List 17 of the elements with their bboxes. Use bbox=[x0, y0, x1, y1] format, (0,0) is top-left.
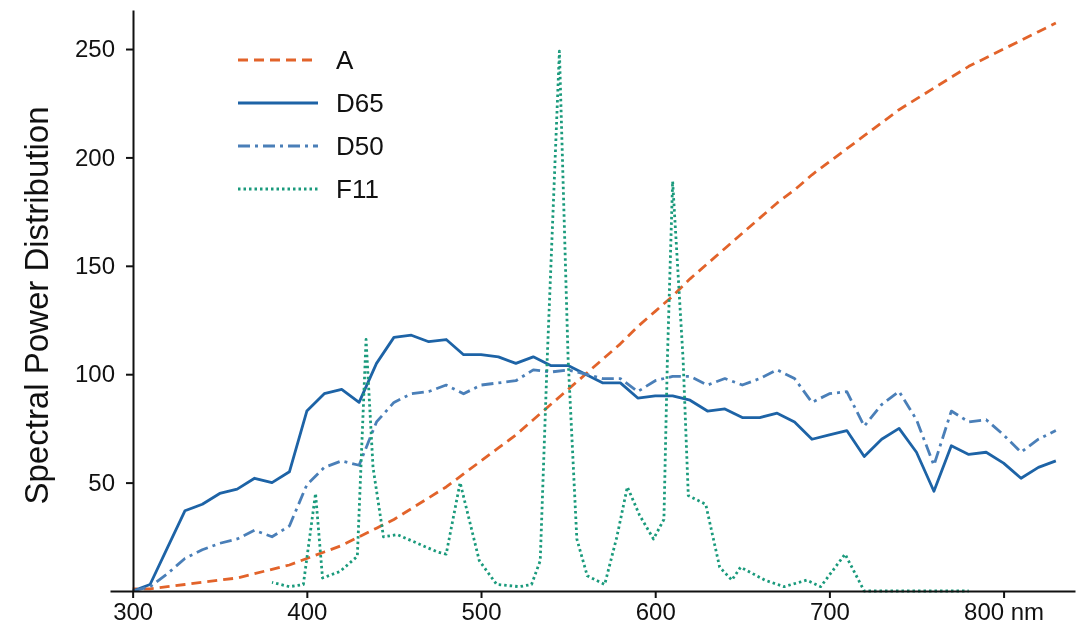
x-tick-label: 400 bbox=[287, 598, 328, 626]
line-series bbox=[270, 49, 971, 593]
y-axis-title: Spectral Power Distribution bbox=[18, 106, 55, 505]
x-tick-label: 300 bbox=[113, 598, 154, 626]
legend-label: F11 bbox=[336, 174, 379, 204]
x-tick-label: 700 bbox=[809, 598, 850, 626]
y-tick-label: 100 bbox=[74, 360, 115, 388]
x-tick-label: 600 bbox=[635, 598, 676, 626]
y-tick-label: 150 bbox=[74, 251, 115, 279]
y-tick-label: 200 bbox=[74, 143, 115, 171]
x-tick-label: 800 nm bbox=[964, 598, 1045, 626]
y-tick-label: 250 bbox=[74, 35, 115, 63]
legend-label: A bbox=[336, 45, 354, 75]
y-tick-label: 50 bbox=[88, 468, 115, 496]
legend-label: D50 bbox=[336, 131, 384, 161]
legend-label: D65 bbox=[336, 88, 384, 118]
x-tick-label: 500 bbox=[461, 598, 502, 626]
